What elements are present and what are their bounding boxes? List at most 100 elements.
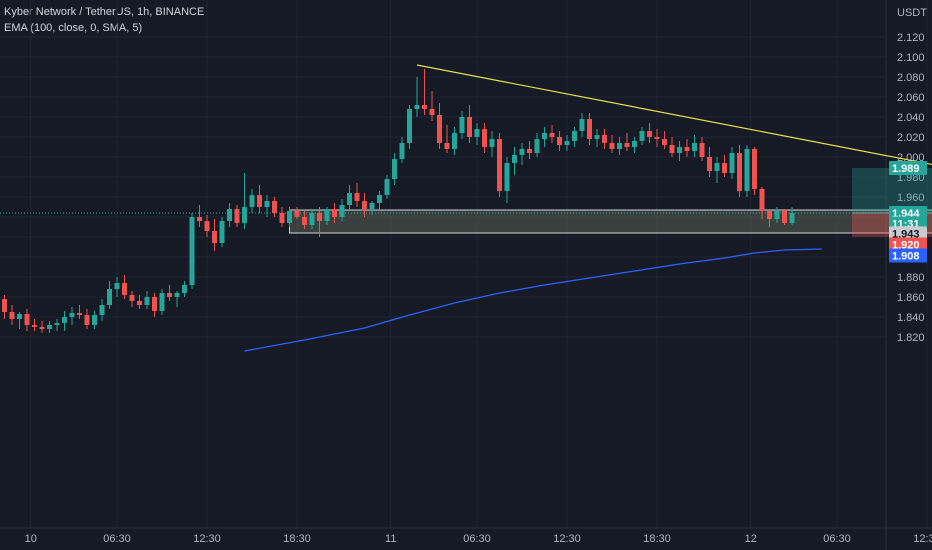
candle-body [144, 297, 150, 305]
drawing-lines [244, 64, 932, 352]
time-tick-label: 12:30 [193, 533, 221, 545]
candle-body [542, 133, 547, 139]
candle-body [84, 315, 90, 325]
candle-body [474, 129, 480, 137]
candle-body [189, 217, 195, 285]
candle-body [489, 139, 495, 147]
price-tag [889, 237, 927, 252]
candle-body [572, 131, 577, 141]
time-tick-label: 10 [25, 533, 37, 545]
candle-body [369, 203, 375, 209]
candle-body [174, 293, 180, 297]
candle-body [167, 293, 172, 297]
candle-body [152, 297, 157, 311]
candle-body [354, 193, 360, 201]
candle-body [272, 201, 277, 213]
candle-body [669, 145, 675, 153]
drawing-zones [0, 168, 932, 237]
ema-indicator-label[interactable]: EMA (100, close, 0, SMA, 5) [4, 22, 143, 34]
price-tick-label: 1.960 [897, 192, 925, 204]
candle-body [39, 327, 45, 329]
candle-body [699, 143, 705, 157]
candle-body [257, 195, 262, 207]
candle-body [234, 209, 240, 223]
time-axis[interactable]: 10 06:30 12:30 18:30 11 06:30 12:30 18:30 12 06:3… [25, 533, 932, 545]
candle-body [114, 283, 120, 289]
time-tick-label: 12:30 [913, 533, 932, 545]
candle-body [2, 299, 7, 312]
price-tick-label: 1.820 [897, 332, 925, 344]
candle-body [744, 149, 750, 191]
profit-target-zone [852, 168, 932, 213]
support-zone [289, 209, 932, 234]
price-tick-label: 2.060 [897, 92, 925, 104]
candle-body [752, 149, 757, 189]
candle-body [287, 211, 292, 223]
candle-body [512, 155, 517, 163]
candle-body [549, 133, 555, 137]
candle-body [587, 119, 592, 139]
candles [2, 69, 795, 333]
price-tag [889, 226, 927, 241]
candle-body [609, 143, 615, 149]
candle-body [182, 285, 187, 293]
price-tick-label: 2.080 [897, 72, 925, 84]
time-tick-label: 06:30 [463, 533, 491, 545]
candle-body [594, 135, 600, 139]
candle-body [429, 109, 435, 115]
candle-body [204, 221, 210, 231]
price-tick-label: 2.100 [897, 52, 925, 64]
price-tag [889, 161, 927, 175]
candle-body [707, 157, 712, 171]
price-tag-label: 1.989 [892, 163, 920, 175]
candle-body [527, 149, 532, 153]
candle-body [227, 209, 232, 221]
candle-body [62, 317, 67, 323]
time-tick-label: 18:30 [283, 533, 311, 545]
price-tick-label: 1.840 [897, 312, 925, 324]
candle-body [654, 137, 660, 139]
candle-body [317, 213, 322, 221]
candle-body [579, 119, 585, 131]
candle-body [47, 325, 52, 329]
time-tick-label: 18:30 [643, 533, 671, 545]
candle-body [504, 163, 510, 191]
candle-body [617, 143, 622, 149]
candle-body [557, 137, 562, 145]
price-tag-label: 1.908 [892, 251, 920, 263]
candle-body [249, 195, 255, 207]
candle-body [677, 147, 682, 153]
price-tick-label: 1.880 [897, 272, 925, 284]
candle-body [459, 117, 465, 133]
candle-body [197, 217, 202, 221]
candle-body [212, 231, 217, 243]
candle-body [264, 201, 270, 207]
candle-body [392, 159, 397, 179]
candle-body [242, 207, 247, 223]
candle-body [24, 314, 30, 325]
candle-body [107, 289, 112, 305]
candle-body [362, 201, 367, 209]
candle-body [767, 211, 772, 219]
price-tick-label: 2.120 [897, 32, 925, 44]
candle-body [444, 143, 450, 149]
candle-body [632, 141, 637, 147]
candle-body [92, 315, 97, 325]
candle-body [69, 313, 75, 317]
candle-body [332, 209, 337, 217]
candle-body [624, 143, 630, 147]
chart-title: Kyber Network / TetherUS, 1h, BINANCE [4, 6, 205, 18]
price-tick-label: 2.040 [897, 112, 925, 124]
candle-body [774, 211, 780, 219]
candle-body [32, 325, 37, 327]
candle-body [759, 189, 765, 211]
time-tick-label: 11 [385, 533, 396, 545]
candle-body [219, 221, 225, 243]
trendline [416, 64, 932, 166]
candle-body [302, 217, 307, 225]
price-tick-label: 2.020 [897, 132, 925, 144]
candle-body [279, 213, 285, 223]
